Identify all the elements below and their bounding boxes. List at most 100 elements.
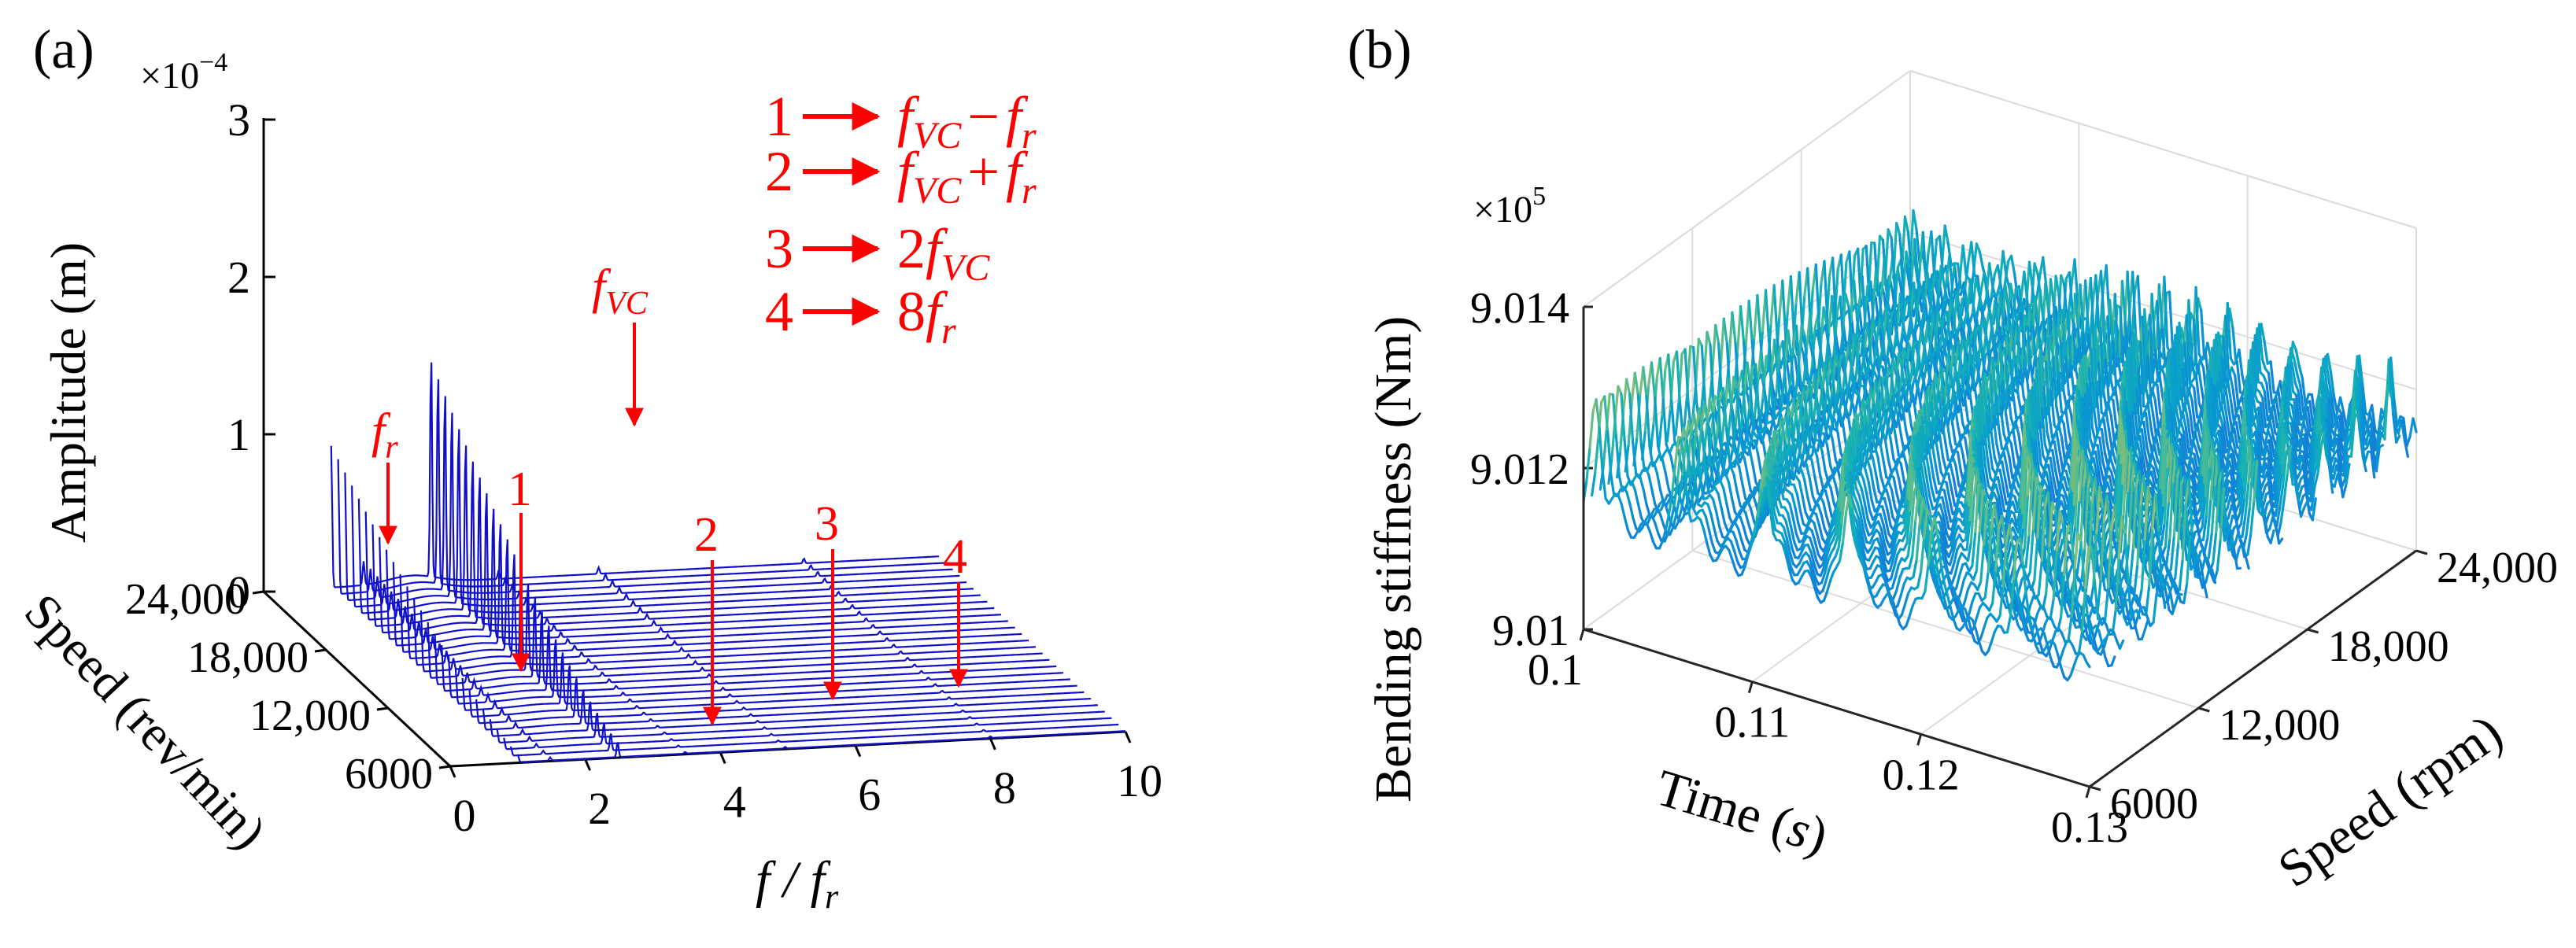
b-surface-segment xyxy=(2012,430,2018,453)
a-trace xyxy=(509,723,1119,757)
b-surface-segment xyxy=(2395,434,2401,444)
b-surface-segment xyxy=(2293,381,2300,393)
b-surface-segment xyxy=(1975,361,1982,388)
b-z-tick-label: 9.01 xyxy=(1492,607,1569,655)
b-surface-segment xyxy=(2142,456,2148,478)
b-surface-segment xyxy=(2099,326,2105,394)
b-surface-segment xyxy=(2219,356,2227,396)
b-surface-segment xyxy=(2066,310,2072,368)
b-surface-segment xyxy=(1988,489,1994,500)
b-surface-segment xyxy=(2237,532,2243,543)
a-speed-tick-mark xyxy=(314,648,327,653)
b-surface-segment xyxy=(2067,486,2073,528)
b-surface-segment xyxy=(2171,411,2177,446)
b-surface-segment xyxy=(2212,422,2219,435)
b-surface-segment xyxy=(1996,365,2002,409)
b-surface-segment xyxy=(1931,445,1938,468)
b-surface-segment xyxy=(2122,448,2128,516)
b-surface-segment xyxy=(2100,428,2107,456)
b-time-tick-mark xyxy=(1579,629,1585,641)
b-surface-segment xyxy=(1948,254,1954,294)
b-surface-segment xyxy=(2279,497,2286,523)
b-surface-segment xyxy=(1982,470,1988,494)
b-surface-segment xyxy=(2016,323,2022,369)
b-surface-segment xyxy=(2230,452,2236,474)
b-surface-segment xyxy=(1723,443,1729,467)
b-surface-segment xyxy=(2216,538,2222,573)
b-surface-segment xyxy=(2079,283,2085,335)
b-surface-segment xyxy=(1808,477,1814,498)
b-surface-segment xyxy=(2271,475,2277,492)
b-surface-segment xyxy=(2107,492,2113,509)
a-trace xyxy=(330,362,940,588)
b-surface-segment xyxy=(1876,431,1882,444)
b-surface-segment xyxy=(2277,471,2284,496)
b-surface-segment xyxy=(1887,458,1893,475)
b-surface-segment xyxy=(2064,356,2071,397)
b-surface-segment xyxy=(2077,389,2083,455)
b-surface-segment xyxy=(2371,404,2377,432)
b-surface-segment xyxy=(1800,468,1806,481)
a-trace xyxy=(503,717,1112,751)
b-surface-segment xyxy=(2033,262,2039,276)
b-surface-segment xyxy=(2022,466,2028,529)
b-surface-segment xyxy=(1758,431,1765,444)
b-surface-segment xyxy=(1674,400,1680,437)
b-surface-segment xyxy=(2245,505,2251,537)
a-legend-num-3: 3 xyxy=(765,217,793,280)
b-surface-segment xyxy=(2170,348,2176,416)
b-surface-segment xyxy=(1829,486,1835,504)
b-surface-segment xyxy=(2164,561,2171,575)
b-surface-segment xyxy=(1885,304,1891,339)
b-surface-segment xyxy=(2194,286,2201,356)
b-surface-segment xyxy=(2036,432,2042,466)
b-surface-segment xyxy=(1732,375,1739,391)
b-surface-segment xyxy=(2023,494,2030,549)
b-surface-segment xyxy=(2009,282,2016,302)
b-surface-segment xyxy=(2361,382,2367,415)
b-surface-segment xyxy=(2049,334,2055,360)
b-surface-segment xyxy=(1914,377,1920,391)
b-surface-segment xyxy=(2296,372,2302,387)
b-surface-segment xyxy=(2181,500,2187,561)
b-time-tick-mark xyxy=(2085,786,2091,799)
b-surface-segment xyxy=(2356,380,2363,409)
b-surface-segment xyxy=(1938,435,1945,459)
b-surface-segment xyxy=(1899,462,1905,483)
b-surface-segment xyxy=(1923,403,1929,440)
b-surface-segment xyxy=(2223,457,2230,474)
b-surface-segment xyxy=(1983,317,1990,351)
b-surface-segment xyxy=(1946,504,1953,523)
b-surface-segment xyxy=(1966,448,1972,502)
b-surface-segment xyxy=(1995,283,2001,298)
a-freq-tick-mark xyxy=(449,765,456,778)
b-surface-segment xyxy=(1823,260,1829,325)
b-surface-segment xyxy=(1916,467,1922,493)
b-surface-segment xyxy=(1822,306,1828,326)
b-surface-segment xyxy=(2168,571,2175,585)
b-surface-segment xyxy=(2049,278,2056,307)
b-surface-segment xyxy=(2324,403,2330,426)
b-surface-segment xyxy=(2197,363,2203,389)
b-surface-segment xyxy=(1929,301,1935,314)
b-surface-segment xyxy=(2084,354,2090,370)
b-surface-segment xyxy=(1935,464,1941,485)
b-surface-segment xyxy=(2220,403,2227,425)
b-surface-segment xyxy=(1921,231,1927,282)
b-surface-segment xyxy=(2244,481,2250,518)
b-surface-segment xyxy=(2368,412,2375,429)
b-surface-segment xyxy=(2066,400,2072,415)
b-surface-segment xyxy=(1759,349,1765,386)
b-speed-tick-label: 18,000 xyxy=(2328,622,2449,671)
a-marker-2: 2 xyxy=(694,508,719,562)
b-surface-segment xyxy=(1905,358,1912,387)
b-surface-segment xyxy=(2193,431,2200,448)
b-surface-segment xyxy=(1792,465,1798,481)
b-surface-segment xyxy=(2116,461,2123,524)
b-surface-segment xyxy=(2224,387,2230,412)
a-z-tick-label: 2 xyxy=(227,252,250,303)
b-surface-segment xyxy=(1939,264,1946,286)
b-surface-segment xyxy=(2134,451,2141,462)
b-surface-segment xyxy=(1916,275,1923,290)
b-surface-segment xyxy=(1896,412,1902,436)
